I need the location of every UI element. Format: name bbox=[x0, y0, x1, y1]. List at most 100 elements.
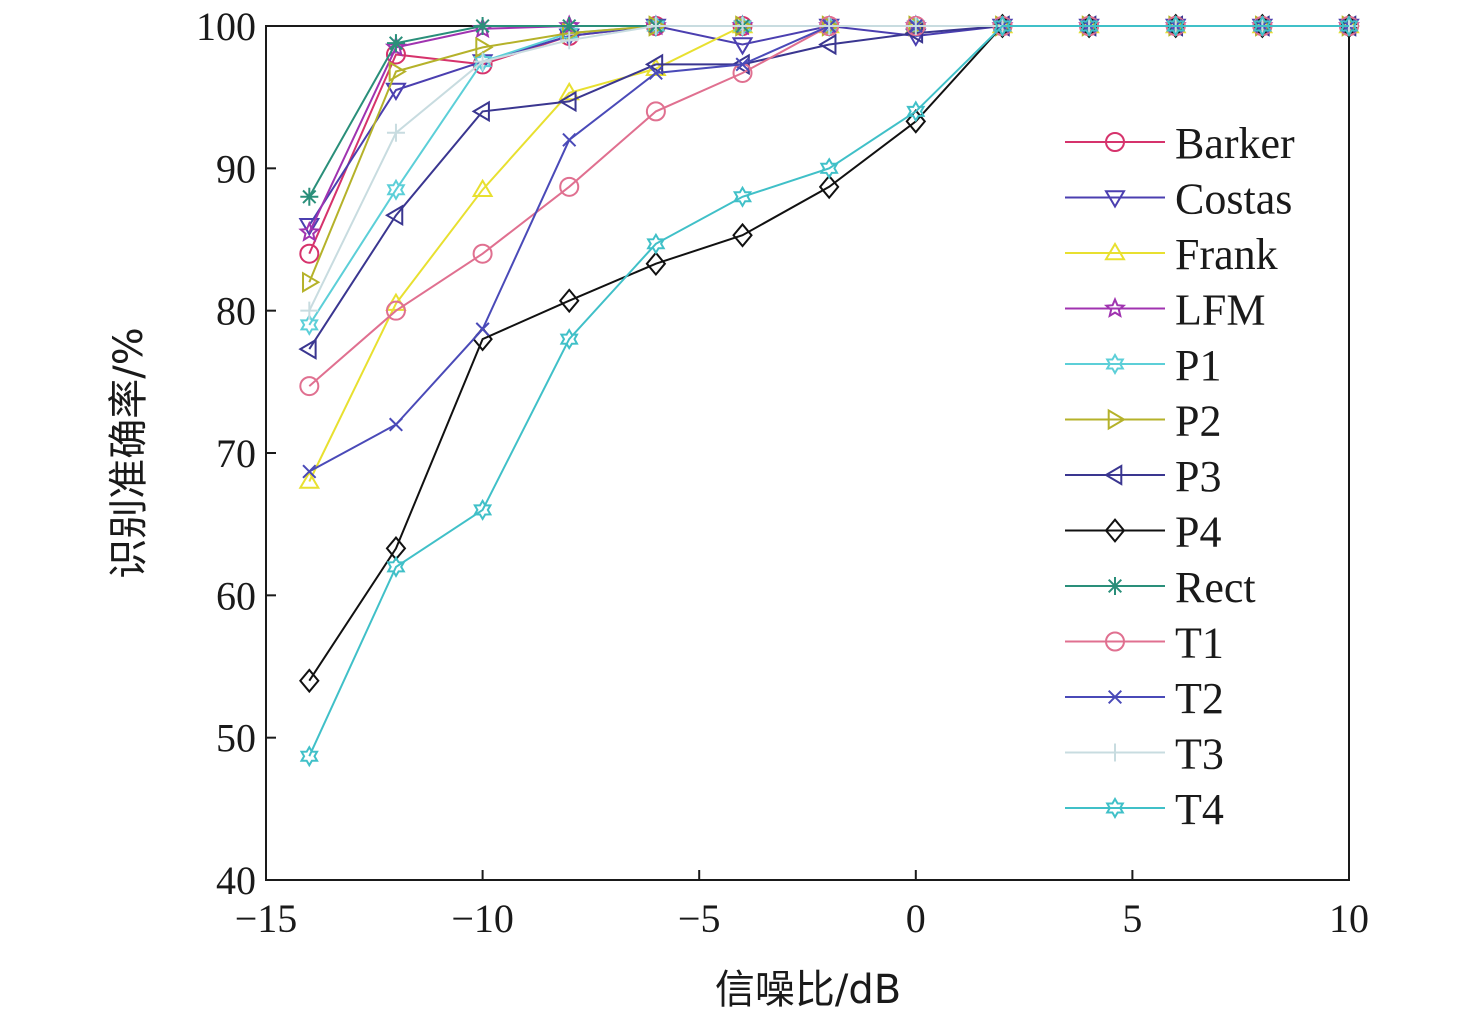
data-point-rect bbox=[560, 17, 579, 35]
data-point-t1 bbox=[299, 376, 320, 397]
legend-marker-p1 bbox=[1105, 353, 1125, 375]
data-point-t3 bbox=[300, 301, 319, 320]
data-point-p3 bbox=[731, 53, 750, 76]
data-point-t4 bbox=[473, 498, 493, 521]
data-point-t4 bbox=[386, 555, 406, 578]
data-point-costas bbox=[731, 37, 754, 56]
data-point-t2 bbox=[302, 464, 317, 479]
x-tick-label: −5 bbox=[678, 896, 721, 941]
legend-label-p3: P3 bbox=[1175, 452, 1221, 501]
data-point-t4 bbox=[559, 328, 579, 351]
data-point-t1 bbox=[385, 300, 406, 321]
data-point-barker bbox=[299, 243, 320, 264]
data-point-p2 bbox=[475, 36, 494, 59]
legend-marker-lfm bbox=[1103, 296, 1127, 318]
data-point-t3 bbox=[386, 123, 405, 142]
data-point-p3 bbox=[471, 100, 490, 123]
data-point-t1 bbox=[559, 176, 580, 197]
data-point-costas bbox=[385, 82, 407, 102]
x-tick-label: 10 bbox=[1329, 896, 1369, 941]
data-point-p3 bbox=[818, 33, 837, 56]
data-point-lfm bbox=[298, 220, 321, 242]
y-tick-label: 40 bbox=[216, 858, 256, 903]
legend-marker-t3 bbox=[1106, 743, 1124, 762]
data-point-t2 bbox=[475, 322, 490, 337]
legend-label-barker: Barker bbox=[1175, 119, 1295, 168]
data-point-t1 bbox=[732, 62, 753, 83]
data-point-p4 bbox=[299, 668, 320, 694]
legend-item-p2: P2 bbox=[1065, 397, 1221, 446]
series-line-t4 bbox=[308, 25, 1349, 757]
legend: Barker Costas Frank LFM P1 P2 P3 P4 Rect T1 T2 T3 T4 bbox=[1065, 119, 1295, 834]
legend-marker-p3 bbox=[1104, 464, 1123, 486]
data-point-t4 bbox=[1339, 15, 1359, 37]
data-point-frank bbox=[471, 178, 494, 197]
data-point-p4 bbox=[385, 536, 407, 561]
x-tick-label: −10 bbox=[451, 896, 514, 941]
series-layer bbox=[298, 13, 1361, 768]
data-point-t3 bbox=[820, 17, 839, 35]
data-point-t3 bbox=[560, 31, 579, 50]
legend-item-lfm: LFM bbox=[1065, 286, 1265, 335]
data-point-p4 bbox=[732, 222, 753, 248]
legend-marker-t4 bbox=[1105, 797, 1125, 819]
legend-marker-rect bbox=[1106, 577, 1124, 595]
data-point-t2 bbox=[562, 132, 577, 147]
axis-ticks: −15 −10 −5 0 5 10 40 50 60 70 80 90 100 bbox=[196, 4, 1369, 941]
data-point-p4 bbox=[818, 174, 840, 200]
legend-item-rect: Rect bbox=[1065, 563, 1256, 612]
data-point-p3 bbox=[558, 90, 577, 113]
legend-marker-p2 bbox=[1107, 408, 1126, 431]
legend-label-costas: Costas bbox=[1175, 175, 1292, 224]
legend-item-p3: P3 bbox=[1065, 452, 1221, 501]
data-point-p2 bbox=[302, 271, 321, 293]
data-point-t1 bbox=[645, 101, 666, 122]
data-point-p1 bbox=[473, 50, 493, 73]
data-point-rect bbox=[300, 187, 319, 206]
x-tick-label: 5 bbox=[1122, 896, 1142, 941]
data-point-p4 bbox=[472, 326, 493, 352]
y-tick-label: 90 bbox=[216, 146, 256, 191]
data-point-t4 bbox=[819, 157, 839, 180]
data-point-t4 bbox=[1079, 15, 1099, 37]
data-point-p3 bbox=[384, 204, 404, 227]
data-point-t4 bbox=[906, 100, 926, 123]
legend-label-p4: P4 bbox=[1175, 508, 1221, 557]
legend-marker-p4 bbox=[1104, 518, 1126, 543]
y-tick-label: 80 bbox=[216, 289, 256, 334]
legend-marker-barker bbox=[1105, 132, 1125, 152]
legend-label-t1: T1 bbox=[1175, 619, 1224, 668]
data-point-p3 bbox=[644, 53, 664, 76]
data-point-p1 bbox=[299, 313, 319, 336]
legend-marker-costas bbox=[1104, 190, 1126, 209]
legend-item-t2: T2 bbox=[1065, 674, 1224, 723]
data-point-frank bbox=[558, 81, 580, 101]
data-point-t4 bbox=[646, 232, 666, 255]
data-point-t3 bbox=[733, 17, 752, 35]
data-point-p3 bbox=[298, 338, 317, 360]
legend-marker-t2 bbox=[1107, 689, 1123, 705]
legend-item-t3: T3 bbox=[1065, 730, 1224, 779]
data-point-t1 bbox=[472, 243, 493, 264]
x-tick-label: −15 bbox=[235, 896, 298, 941]
data-point-t4 bbox=[992, 15, 1012, 37]
legend-item-t1: T1 bbox=[1065, 619, 1224, 668]
data-point-t4 bbox=[732, 185, 753, 208]
legend-item-p1: P1 bbox=[1065, 341, 1221, 390]
data-point-t3 bbox=[906, 17, 925, 35]
legend-label-lfm: LFM bbox=[1175, 286, 1265, 335]
series-t4 bbox=[299, 15, 1359, 768]
y-axis-label: 识别准确率/% bbox=[106, 327, 152, 578]
y-tick-label: 60 bbox=[216, 573, 256, 618]
legend-marker-frank bbox=[1104, 242, 1126, 261]
data-point-t3 bbox=[646, 17, 665, 35]
legend-label-t3: T3 bbox=[1175, 730, 1224, 779]
data-point-p4 bbox=[905, 109, 927, 134]
legend-label-p2: P2 bbox=[1175, 397, 1221, 446]
legend-label-rect: Rect bbox=[1175, 563, 1256, 612]
legend-item-frank: Frank bbox=[1065, 230, 1278, 279]
data-point-t4 bbox=[1252, 15, 1272, 37]
y-tick-label: 70 bbox=[216, 431, 256, 476]
legend-item-costas: Costas bbox=[1065, 175, 1292, 224]
